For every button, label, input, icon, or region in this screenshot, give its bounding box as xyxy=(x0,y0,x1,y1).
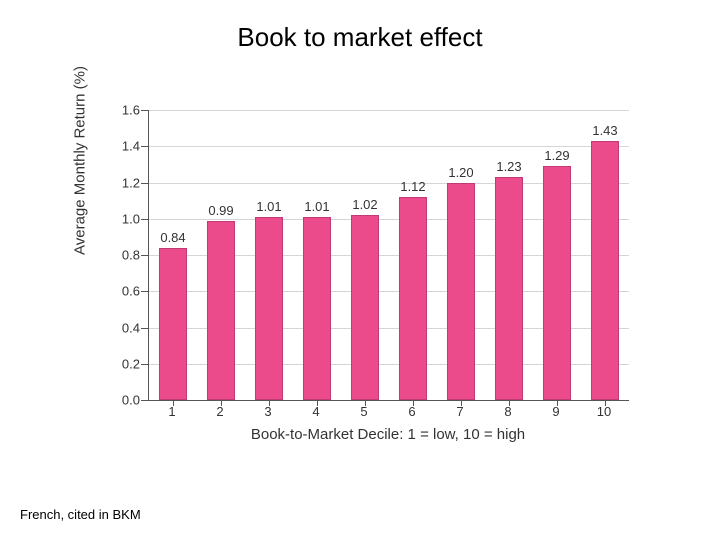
bar-value-label: 1.12 xyxy=(388,179,438,194)
y-tick-label: 0.8 xyxy=(122,248,140,263)
bar-value-label: 1.02 xyxy=(340,197,390,212)
x-tick-label: 3 xyxy=(264,404,271,419)
y-tick xyxy=(141,146,149,147)
y-tick xyxy=(141,291,149,292)
bar-value-label: 1.23 xyxy=(484,159,534,174)
x-axis-labels: 1 2 3 4 5 6 7 8 9 10 xyxy=(148,404,628,424)
y-tick xyxy=(141,183,149,184)
bar xyxy=(543,166,571,400)
y-tick-label: 1.4 xyxy=(122,139,140,154)
x-tick-label: 8 xyxy=(504,404,511,419)
x-tick-label: 6 xyxy=(408,404,415,419)
bar xyxy=(207,221,235,400)
x-tick-label: 5 xyxy=(360,404,367,419)
x-tick-label: 9 xyxy=(552,404,559,419)
y-tick-label: 1.2 xyxy=(122,175,140,190)
x-tick-label: 1 xyxy=(168,404,175,419)
grid-line xyxy=(149,110,629,111)
bar-value-label: 1.29 xyxy=(532,148,582,163)
bar-value-label: 0.84 xyxy=(148,230,198,245)
bar xyxy=(303,217,331,400)
y-tick xyxy=(141,364,149,365)
x-tick-label: 7 xyxy=(456,404,463,419)
y-axis-labels: 0.00.20.40.60.81.01.21.41.6 xyxy=(90,110,140,400)
bar-value-label: 0.99 xyxy=(196,203,246,218)
slide: { "title": "Book to market effect", "foo… xyxy=(0,0,720,540)
y-tick-label: 0.4 xyxy=(122,320,140,335)
x-tick-label: 4 xyxy=(312,404,319,419)
bar xyxy=(351,215,379,400)
bar xyxy=(159,248,187,400)
y-tick-label: 0.2 xyxy=(122,356,140,371)
bar xyxy=(495,177,523,400)
bar-value-label: 1.01 xyxy=(292,199,342,214)
bar-value-label: 1.43 xyxy=(580,123,630,138)
x-tick-label: 2 xyxy=(216,404,223,419)
bar-value-label: 1.20 xyxy=(436,165,486,180)
bar xyxy=(447,183,475,401)
y-tick-label: 1.6 xyxy=(122,103,140,118)
y-tick-label: 0.0 xyxy=(122,393,140,408)
y-tick xyxy=(141,219,149,220)
x-tick-label: 10 xyxy=(597,404,611,419)
y-tick xyxy=(141,328,149,329)
bar xyxy=(399,197,427,400)
bar xyxy=(591,141,619,400)
y-tick xyxy=(141,255,149,256)
page-title: Book to market effect xyxy=(0,22,720,53)
bar xyxy=(255,217,283,400)
y-tick-label: 0.6 xyxy=(122,284,140,299)
grid-line xyxy=(149,146,629,147)
y-tick-label: 1.0 xyxy=(122,211,140,226)
bar-value-label: 1.01 xyxy=(244,199,294,214)
chart-container: Average Monthly Return (%) 0.00.20.40.60… xyxy=(90,100,650,450)
plot-area: 0.840.991.011.011.021.121.201.231.291.43 xyxy=(148,110,629,401)
y-axis-title: Average Monthly Return (%) xyxy=(72,66,89,255)
x-axis-title: Book-to-Market Decile: 1 = low, 10 = hig… xyxy=(148,426,628,443)
source-footnote: French, cited in BKM xyxy=(20,507,141,522)
y-tick xyxy=(141,110,149,111)
y-tick xyxy=(141,400,149,401)
